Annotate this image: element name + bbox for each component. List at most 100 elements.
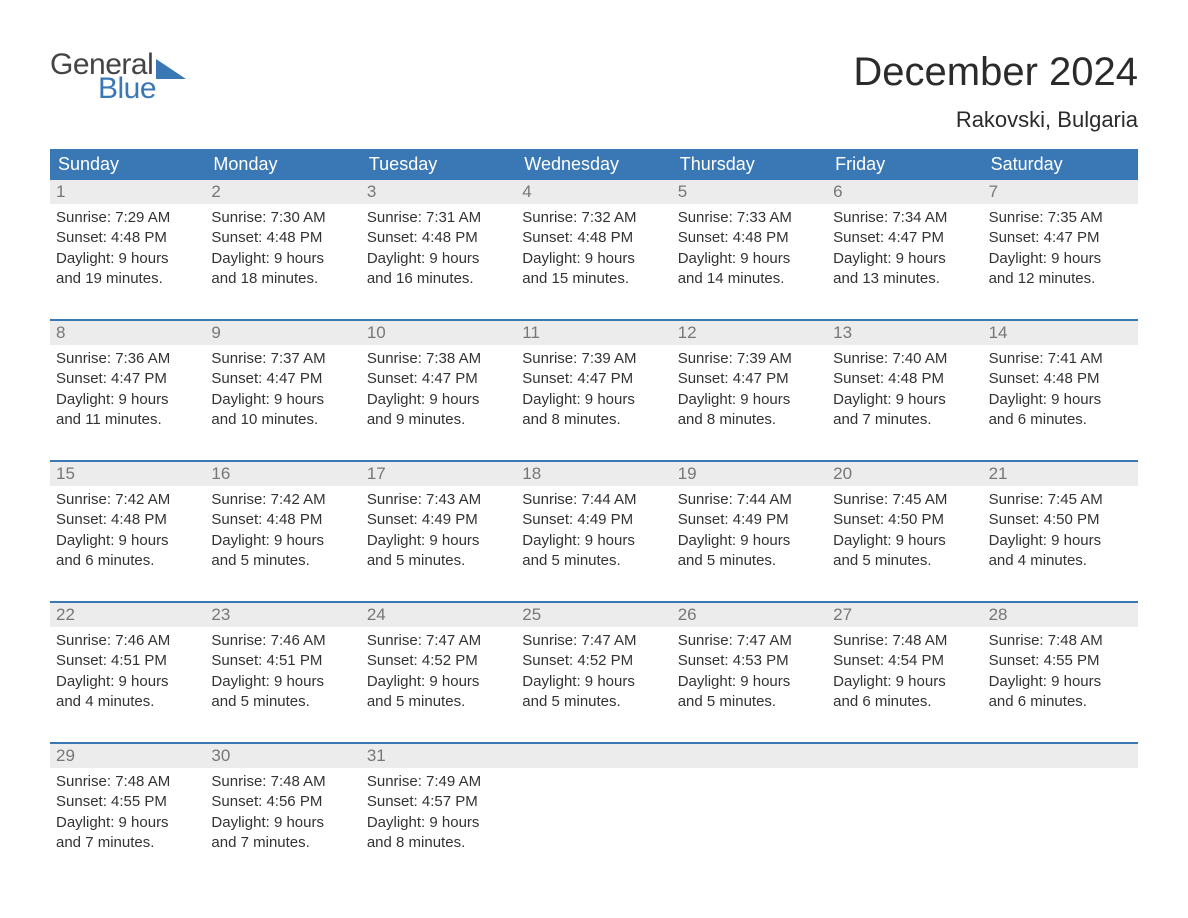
day-number <box>516 744 671 768</box>
header: General Blue December 2024 Rakovski, Bul… <box>50 50 1138 143</box>
day-number: 19 <box>672 462 827 486</box>
day-number <box>983 744 1138 768</box>
daylight-line: Daylight: 9 hours <box>211 390 354 410</box>
daylight-line: and 8 minutes. <box>678 410 821 430</box>
sunset-line: Sunset: 4:48 PM <box>56 228 199 248</box>
sunrise-line: Sunrise: 7:45 AM <box>833 490 976 510</box>
daylight-line: and 8 minutes. <box>522 410 665 430</box>
sunset-line: Sunset: 4:49 PM <box>522 510 665 530</box>
day-number: 17 <box>361 462 516 486</box>
day-cell: Sunrise: 7:32 AMSunset: 4:48 PMDaylight:… <box>516 204 671 289</box>
sunset-line: Sunset: 4:47 PM <box>367 369 510 389</box>
daylight-line: Daylight: 9 hours <box>522 390 665 410</box>
day-number: 2 <box>205 180 360 204</box>
day-cell: Sunrise: 7:41 AMSunset: 4:48 PMDaylight:… <box>983 345 1138 430</box>
day-number: 24 <box>361 603 516 627</box>
calendar-grid: SundayMondayTuesdayWednesdayThursdayFrid… <box>50 149 1138 853</box>
dow-header: Thursday <box>672 149 827 180</box>
sunset-line: Sunset: 4:48 PM <box>678 228 821 248</box>
daylight-line: Daylight: 9 hours <box>367 249 510 269</box>
sunrise-line: Sunrise: 7:39 AM <box>522 349 665 369</box>
day-number: 6 <box>827 180 982 204</box>
day-number <box>672 744 827 768</box>
day-number: 12 <box>672 321 827 345</box>
day-number: 28 <box>983 603 1138 627</box>
sunrise-line: Sunrise: 7:42 AM <box>56 490 199 510</box>
dow-header: Friday <box>827 149 982 180</box>
sunrise-line: Sunrise: 7:31 AM <box>367 208 510 228</box>
daylight-line: and 5 minutes. <box>678 551 821 571</box>
day-number: 5 <box>672 180 827 204</box>
daylight-line: Daylight: 9 hours <box>211 531 354 551</box>
day-cell: Sunrise: 7:46 AMSunset: 4:51 PMDaylight:… <box>205 627 360 712</box>
day-cell: Sunrise: 7:31 AMSunset: 4:48 PMDaylight:… <box>361 204 516 289</box>
sunrise-line: Sunrise: 7:34 AM <box>833 208 976 228</box>
daylight-line: and 4 minutes. <box>989 551 1132 571</box>
daylight-line: and 5 minutes. <box>211 692 354 712</box>
day-cell: Sunrise: 7:30 AMSunset: 4:48 PMDaylight:… <box>205 204 360 289</box>
calendar-page: General Blue December 2024 Rakovski, Bul… <box>50 50 1138 853</box>
sunrise-line: Sunrise: 7:49 AM <box>367 772 510 792</box>
sunset-line: Sunset: 4:55 PM <box>56 792 199 812</box>
daylight-line: and 5 minutes. <box>367 692 510 712</box>
sunset-line: Sunset: 4:48 PM <box>56 510 199 530</box>
sunrise-line: Sunrise: 7:41 AM <box>989 349 1132 369</box>
day-cell: Sunrise: 7:36 AMSunset: 4:47 PMDaylight:… <box>50 345 205 430</box>
day-cell: Sunrise: 7:38 AMSunset: 4:47 PMDaylight:… <box>361 345 516 430</box>
daylight-line: Daylight: 9 hours <box>833 249 976 269</box>
daylight-line: Daylight: 9 hours <box>522 672 665 692</box>
day-cell: Sunrise: 7:47 AMSunset: 4:52 PMDaylight:… <box>516 627 671 712</box>
sunrise-line: Sunrise: 7:42 AM <box>211 490 354 510</box>
day-number: 23 <box>205 603 360 627</box>
day-number: 8 <box>50 321 205 345</box>
sunrise-line: Sunrise: 7:45 AM <box>989 490 1132 510</box>
daylight-line: Daylight: 9 hours <box>678 390 821 410</box>
day-cell: Sunrise: 7:29 AMSunset: 4:48 PMDaylight:… <box>50 204 205 289</box>
day-cell <box>672 768 827 853</box>
sunset-line: Sunset: 4:47 PM <box>678 369 821 389</box>
daylight-line: Daylight: 9 hours <box>989 249 1132 269</box>
sunset-line: Sunset: 4:52 PM <box>522 651 665 671</box>
daylight-line: and 5 minutes. <box>211 551 354 571</box>
sunset-line: Sunset: 4:48 PM <box>833 369 976 389</box>
daylight-line: and 5 minutes. <box>678 692 821 712</box>
daylight-line: Daylight: 9 hours <box>367 813 510 833</box>
month-title: December 2024 <box>853 50 1138 95</box>
day-cell: Sunrise: 7:39 AMSunset: 4:47 PMDaylight:… <box>672 345 827 430</box>
sunset-line: Sunset: 4:50 PM <box>989 510 1132 530</box>
daylight-line: and 15 minutes. <box>522 269 665 289</box>
sunrise-line: Sunrise: 7:44 AM <box>678 490 821 510</box>
dow-header: Monday <box>205 149 360 180</box>
day-cell: Sunrise: 7:44 AMSunset: 4:49 PMDaylight:… <box>516 486 671 571</box>
day-number: 4 <box>516 180 671 204</box>
sunset-line: Sunset: 4:53 PM <box>678 651 821 671</box>
day-number: 15 <box>50 462 205 486</box>
day-number: 18 <box>516 462 671 486</box>
sunrise-line: Sunrise: 7:39 AM <box>678 349 821 369</box>
daylight-line: Daylight: 9 hours <box>678 249 821 269</box>
sunrise-line: Sunrise: 7:38 AM <box>367 349 510 369</box>
daylight-line: Daylight: 9 hours <box>367 390 510 410</box>
sunset-line: Sunset: 4:47 PM <box>211 369 354 389</box>
daylight-line: and 9 minutes. <box>367 410 510 430</box>
sunset-line: Sunset: 4:54 PM <box>833 651 976 671</box>
day-number: 7 <box>983 180 1138 204</box>
sunrise-line: Sunrise: 7:43 AM <box>367 490 510 510</box>
sunset-line: Sunset: 4:48 PM <box>211 510 354 530</box>
sunrise-line: Sunrise: 7:47 AM <box>522 631 665 651</box>
day-number: 11 <box>516 321 671 345</box>
daylight-line: and 5 minutes. <box>833 551 976 571</box>
daylight-line: and 6 minutes. <box>56 551 199 571</box>
day-cell: Sunrise: 7:44 AMSunset: 4:49 PMDaylight:… <box>672 486 827 571</box>
dow-header: Wednesday <box>516 149 671 180</box>
brand-word2: Blue <box>98 74 156 104</box>
daylight-line: and 6 minutes. <box>989 692 1132 712</box>
sunset-line: Sunset: 4:51 PM <box>211 651 354 671</box>
day-cell: Sunrise: 7:48 AMSunset: 4:55 PMDaylight:… <box>50 768 205 853</box>
daylight-line: and 16 minutes. <box>367 269 510 289</box>
day-cell: Sunrise: 7:37 AMSunset: 4:47 PMDaylight:… <box>205 345 360 430</box>
sunset-line: Sunset: 4:57 PM <box>367 792 510 812</box>
sunrise-line: Sunrise: 7:40 AM <box>833 349 976 369</box>
daylight-line: Daylight: 9 hours <box>56 390 199 410</box>
daylight-line: Daylight: 9 hours <box>56 672 199 692</box>
